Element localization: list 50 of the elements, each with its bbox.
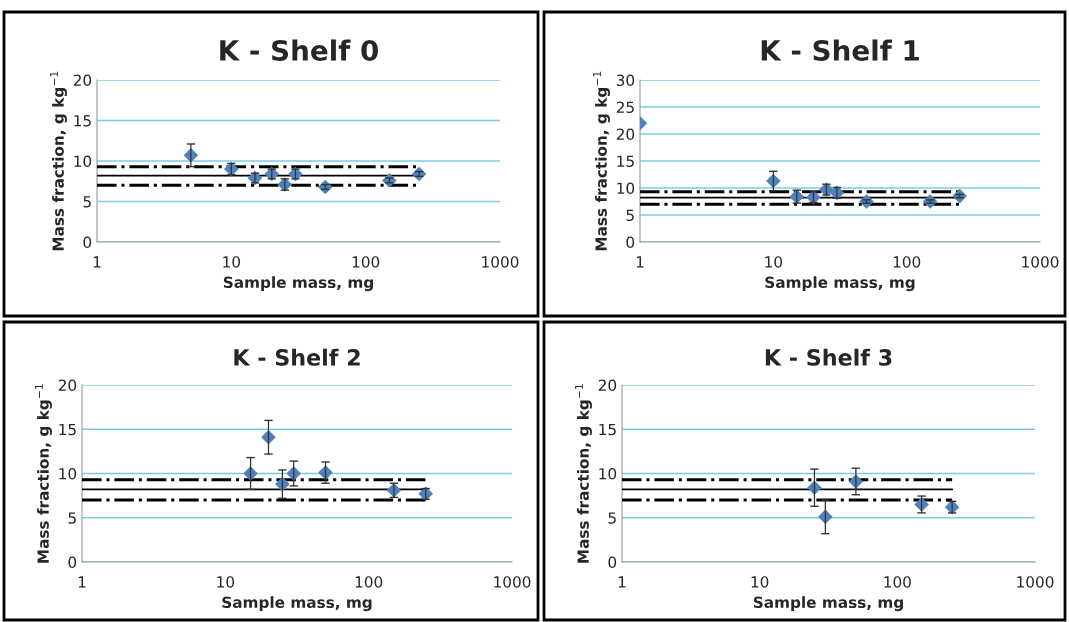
x-tick-label: 100: [884, 576, 911, 588]
y-tick-label: 5: [68, 512, 76, 524]
y-tick-label: 10: [59, 467, 77, 480]
y-axis-title: Mass fraction, g kg$^{−1}$: [593, 71, 610, 251]
x-axis-title: Sample mass, mg: [765, 276, 915, 292]
x-tick-label: 1: [78, 576, 86, 588]
x-axis-title: Sample mass, mg: [223, 276, 373, 292]
x-tick-label: 100: [355, 576, 383, 588]
x-tick-label: 10: [751, 576, 769, 588]
y-axis-title: Mass fraction, g kg$^{−1}$: [575, 384, 592, 563]
x-tick-label: 1: [618, 576, 626, 588]
y-axis-title: Mass fraction, g kg$^{−1}$: [35, 384, 52, 563]
y-tick-label: 5: [626, 209, 634, 222]
x-axis-title: Sample mass, mg: [222, 596, 372, 612]
y-tick-label: 0: [83, 236, 92, 249]
y-tick-label: 20: [73, 74, 92, 87]
x-tick-label: 1: [93, 256, 101, 268]
y-tick-label: 10: [74, 155, 92, 168]
chart-title: K - Shelf 1: [761, 39, 919, 61]
x-tick-label: 10: [217, 576, 235, 588]
x-tick-label: 100: [893, 256, 921, 268]
y-tick-label: 0: [626, 236, 635, 249]
x-tick-label: 1000: [494, 576, 531, 588]
y-tick-label: 20: [616, 128, 635, 141]
x-tick-label: 1000: [482, 256, 519, 268]
x-axis-title: Sample mass, mg: [753, 596, 903, 612]
x-tick-label: 100: [352, 256, 380, 268]
chart-title: K - Shelf 2: [234, 348, 360, 366]
y-tick-label: 20: [58, 379, 77, 392]
y-tick-label: 15: [617, 155, 634, 168]
y-tick-label: 25: [616, 101, 634, 114]
x-tick-label: 1000: [1022, 256, 1059, 268]
chart-title: K - Shelf 0: [220, 39, 378, 61]
chart-title: K - Shelf 3: [765, 348, 892, 366]
y-tick-label: 15: [59, 423, 76, 436]
y-tick-label: 10: [599, 467, 617, 480]
y-tick-label: 30: [616, 74, 635, 87]
x-tick-label: 1: [636, 256, 644, 268]
y-axis-title: Mass fraction, g kg$^{−1}$: [50, 71, 67, 251]
x-tick-label: 10: [765, 256, 783, 268]
x-tick-label: 10: [223, 256, 241, 268]
y-tick-label: 20: [598, 379, 617, 392]
y-tick-label: 0: [68, 556, 77, 569]
x-tick-label: 1000: [1017, 576, 1054, 588]
y-tick-label: 5: [83, 196, 91, 208]
y-tick-label: 10: [617, 182, 635, 195]
y-tick-label: 15: [599, 423, 616, 436]
y-tick-label: 0: [608, 556, 617, 569]
y-tick-label: 5: [608, 512, 616, 524]
y-tick-label: 15: [74, 115, 91, 127]
